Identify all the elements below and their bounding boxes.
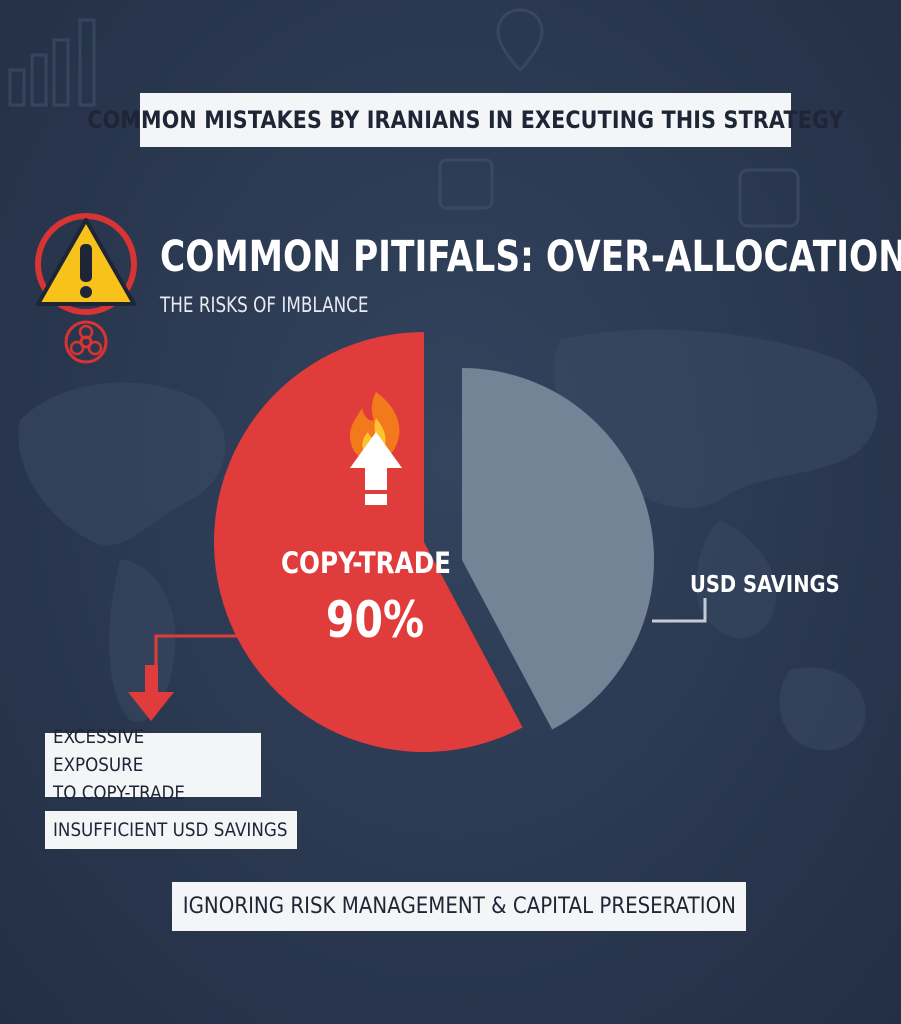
up-arrow-icon [350,432,402,505]
footer-callout: IGNORING RISK MANAGEMENT & CAPITAL PRESE… [172,882,746,931]
insufficient-savings-callout: INSUFFICIENT USD SAVINGS [45,811,297,849]
savings-callout-text: INSUFFICIENT USD SAVINGS [53,819,288,841]
down-arrow-icon [128,665,174,721]
usd-savings-leader-line [652,598,707,623]
exposure-line-2: TO COPY-TRADE [53,782,185,804]
copy-trade-slice [214,331,523,752]
usd-savings-label: USD SAVINGS [690,572,840,599]
headline: COMMON PITIFALS: OVER-ALLOCATION [160,232,901,282]
banner-title: COMMON MISTAKES BY IRANIANS IN EXECUTING… [87,93,844,147]
exposure-line-1: EXCESSIVE EXPOSURE [53,726,145,776]
excessive-exposure-callout: EXCESSIVE EXPOSURE TO COPY-TRADE [45,726,261,804]
copy-trade-value: 90% [326,591,424,649]
copy-trade-label: COPY-TRADE [281,547,451,580]
biohazard-icon [64,320,108,364]
footer-text: IGNORING RISK MANAGEMENT & CAPITAL PRESE… [182,894,736,919]
subheadline: THE RISKS OF IMBLANCE [160,293,369,317]
warning-icon [35,213,137,315]
usd-savings-slice [462,367,655,730]
exposure-leader-line [154,634,244,665]
